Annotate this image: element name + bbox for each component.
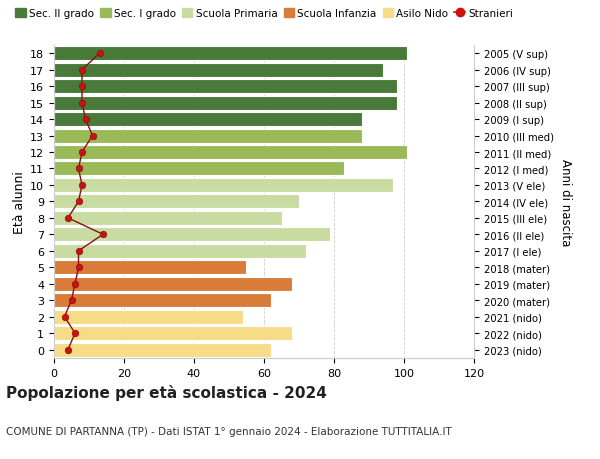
Bar [54, 244, 306, 258]
Point [74, 198, 83, 206]
Bar [54, 113, 362, 127]
Point [70, 330, 80, 337]
Point [74, 165, 83, 173]
Point [63, 346, 73, 353]
Point [98, 231, 108, 239]
Point [60, 313, 70, 321]
Point [80, 116, 91, 123]
Bar [54, 228, 331, 242]
Bar [54, 195, 299, 209]
Point [77, 182, 87, 189]
Text: COMUNE DI PARTANNA (TP) - Dati ISTAT 1° gennaio 2024 - Elaborazione TUTTITALIA.I: COMUNE DI PARTANNA (TP) - Dati ISTAT 1° … [6, 426, 452, 436]
Bar [54, 96, 397, 110]
Point [77, 67, 87, 74]
Bar [54, 162, 344, 176]
Point [74, 264, 83, 271]
Bar [54, 47, 407, 61]
Bar [54, 343, 271, 357]
Bar [54, 261, 247, 274]
Point [74, 247, 83, 255]
Bar [54, 179, 394, 192]
Bar [54, 277, 292, 291]
Bar [54, 212, 281, 225]
Point [67, 297, 76, 304]
Bar [54, 146, 407, 160]
Bar [54, 129, 362, 143]
Point [77, 149, 87, 157]
Y-axis label: Anni di nascita: Anni di nascita [559, 158, 572, 246]
Y-axis label: Età alunni: Età alunni [13, 171, 26, 233]
Bar [54, 63, 383, 78]
Point [77, 83, 87, 90]
Point [88, 133, 97, 140]
Bar [54, 294, 271, 308]
Point [77, 100, 87, 107]
Bar [54, 80, 397, 94]
Point [70, 280, 80, 288]
Point [95, 50, 104, 58]
Point [63, 215, 73, 222]
Bar [54, 326, 292, 341]
Text: Popolazione per età scolastica - 2024: Popolazione per età scolastica - 2024 [6, 384, 327, 400]
Legend: Sec. II grado, Sec. I grado, Scuola Primaria, Scuola Infanzia, Asilo Nido, Stran: Sec. II grado, Sec. I grado, Scuola Prim… [11, 5, 517, 23]
Bar [54, 310, 243, 324]
